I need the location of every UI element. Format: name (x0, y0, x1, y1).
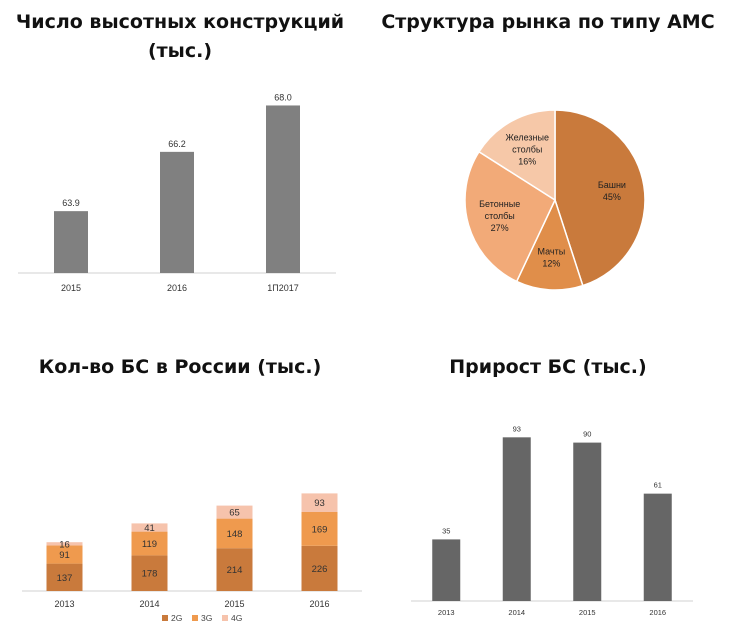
ams-slice-3 (477, 109, 556, 202)
bs-x-tick-2016: 2016 (309, 599, 329, 609)
growth-value-label-2016: 61 (654, 481, 662, 490)
growth-x-tick-2016: 2016 (649, 608, 666, 617)
ams-slice-label-2: Бетонные столбы 27% (479, 199, 520, 233)
structures-title-text: Число высотных конструкций (тыс.) (15, 11, 345, 63)
growth-bar-chart: 35 2013 93 2014 90 2015 61 2016 (411, 424, 693, 617)
bs-bar-4G-2015 (216, 505, 253, 519)
bs-value-label-3G-2013: 91 (59, 550, 70, 561)
bs-bar-3G-2015 (216, 518, 253, 549)
growth-chart-title: Прирост БС (тыс.) (365, 353, 731, 382)
bs-bar-3G-2013 (46, 545, 83, 564)
bs-legend-swatch-2G (162, 615, 168, 621)
ams-slice-0 (554, 109, 646, 287)
structures-x-tick-1П2017: 1П2017 (267, 283, 299, 293)
bs-legend-swatch-3G (192, 615, 198, 621)
bs-value-label-4G-2013: 16 (59, 539, 70, 550)
ams-chart-title: Структура рынка по типу АМС (365, 8, 731, 37)
bs-bar-4G-2016 (301, 493, 338, 512)
growth-x-tick-2014: 2014 (508, 608, 525, 617)
ams-pie-chart: Башни 45% Мачты 12% Бетонные столбы 27% Железны… (464, 109, 646, 291)
structures-value-label-2015: 63.9 (62, 198, 80, 208)
ams-slice-label-0: Башни 45% (598, 180, 626, 202)
bs-value-label-4G-2015: 65 (229, 508, 240, 519)
growth-bar-2015 (573, 442, 602, 601)
bs-value-label-3G-2014: 119 (142, 539, 157, 550)
bs-x-tick-2014: 2014 (139, 599, 159, 609)
bs-value-label-2G-2015: 214 (227, 565, 243, 576)
growth-bar-2013 (432, 539, 461, 601)
bs-bar-3G-2014 (131, 531, 168, 556)
bs-value-label-4G-2016: 93 (314, 498, 325, 509)
ams-title-text: Структура рынка по типу АМС (381, 11, 715, 33)
structures-bar-chart: 63.9 2015 66.2 2016 68.0 1П2017 (18, 92, 336, 293)
bs-legend-label-3G: 3G (201, 613, 212, 623)
bs-bar-4G-2014 (131, 523, 168, 532)
structures-bar-2016 (160, 151, 194, 273)
bs-bar-3G-2016 (301, 512, 338, 546)
ams-slice-label-3: Железные столбы 16% (505, 133, 549, 167)
bs-bar-2G-2016 (301, 545, 338, 591)
structures-chart-title: Число высотных конструкций (тыс.) (10, 8, 350, 67)
growth-value-label-2013: 35 (442, 526, 450, 535)
growth-value-label-2014: 93 (513, 424, 521, 433)
ams-chart-panel: Структура рынка по типу АМС Башни 45% Мачт… (365, 0, 731, 310)
bs-value-label-4G-2014: 41 (144, 523, 155, 534)
structures-x-tick-2016: 2016 (167, 283, 187, 293)
growth-x-tick-2013: 2013 (438, 608, 455, 617)
growth-bar-2014 (502, 437, 531, 601)
bs-chart-panel: Кол-во БС в России (тыс.) 137 91 16 2013 178… (0, 345, 362, 637)
bs-value-label-3G-2015: 148 (227, 529, 243, 540)
structures-bar-1П2017 (266, 105, 300, 274)
bs-x-tick-2015: 2015 (224, 599, 244, 609)
bs-x-tick-2013: 2013 (54, 599, 74, 609)
growth-x-tick-2015: 2015 (579, 608, 596, 617)
bs-value-label-2G-2016: 226 (312, 564, 328, 575)
structures-chart-panel: Число высотных конструкций (тыс.) 63.9 20… (0, 0, 360, 310)
bs-chart-title: Кол-во БС в России (тыс.) (0, 353, 360, 382)
growth-bar-2016 (643, 493, 672, 601)
bs-bar-2G-2014 (131, 555, 168, 591)
bs-bar-2G-2015 (216, 548, 253, 591)
growth-title-text: Прирост БС (тыс.) (449, 356, 647, 378)
bs-value-label-2G-2013: 137 (57, 573, 73, 584)
growth-value-label-2015: 90 (583, 430, 591, 439)
ams-slice-label-1: Мачты 12% (538, 246, 566, 268)
structures-x-tick-2015: 2015 (61, 283, 81, 293)
bs-legend-label-2G: 2G (171, 613, 182, 623)
ams-slice-1 (515, 197, 584, 291)
bs-legend-swatch-4G (222, 615, 228, 621)
bs-legend-label-4G: 4G (231, 613, 242, 623)
growth-chart-panel: Прирост БС (тыс.) 35 2013 93 2014 90 2015 61 20… (365, 345, 731, 637)
structures-value-label-1П2017: 68.0 (274, 92, 292, 102)
bs-bar-4G-2013 (46, 542, 83, 546)
bs-value-label-3G-2016: 169 (312, 524, 328, 535)
bs-bar-2G-2013 (46, 563, 83, 591)
structures-value-label-2016: 66.2 (168, 139, 186, 149)
structures-bar-2015 (54, 211, 88, 273)
bs-title-text: Кол-во БС в России (тыс.) (38, 356, 322, 378)
bs-value-label-2G-2014: 178 (142, 569, 158, 580)
ams-slice-2 (464, 150, 556, 283)
